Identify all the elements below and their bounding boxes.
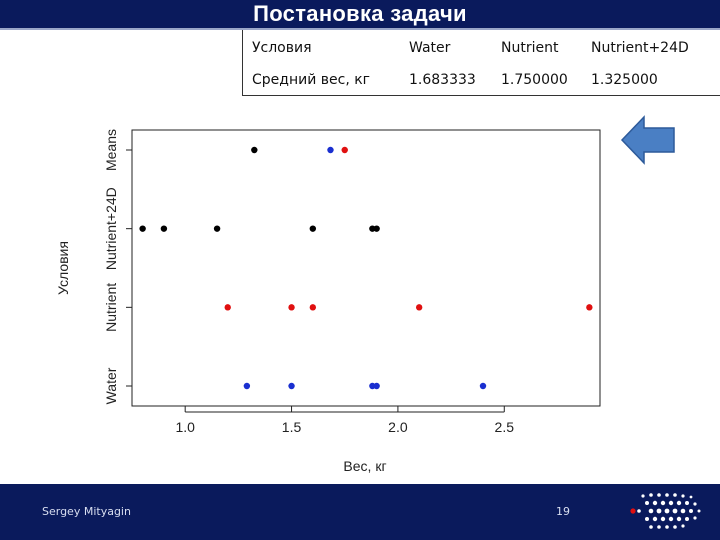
x-tick-label: 1.0 bbox=[175, 419, 195, 435]
data-point bbox=[160, 225, 168, 232]
data-point bbox=[415, 304, 423, 311]
table-row-label: Средний вес, кг bbox=[252, 72, 371, 88]
table-header-nutrient: Nutrient bbox=[501, 40, 559, 56]
stats-table: Условия Water Nutrient Nutrient+24D Сред… bbox=[242, 30, 720, 96]
x-axis-label: Вес, кг bbox=[343, 458, 386, 474]
data-points bbox=[139, 146, 593, 390]
y-tick-label: Water bbox=[103, 367, 119, 404]
x-tick-label: 2.5 bbox=[495, 419, 515, 435]
title-divider bbox=[0, 28, 720, 30]
table-header-conditions: Условия bbox=[252, 40, 312, 56]
scatter-chart: Water Nutrient Nutrient+24D Means 1.0 1.5 2.0… bbox=[55, 129, 601, 474]
data-point bbox=[373, 382, 380, 390]
footer-bar: Sergey Mityagin 19 bbox=[0, 484, 720, 540]
data-point bbox=[213, 225, 221, 232]
data-point bbox=[373, 225, 380, 232]
footer-author: Sergey Mityagin bbox=[42, 505, 131, 518]
table-cell-water: 1.683333 bbox=[409, 72, 476, 88]
data-point bbox=[341, 146, 348, 154]
plot-frame bbox=[131, 129, 601, 407]
x-tick-label: 1.5 bbox=[282, 419, 302, 435]
data-point bbox=[288, 304, 295, 311]
y-tick-label: Nutrient bbox=[103, 283, 119, 332]
data-point bbox=[224, 304, 231, 311]
data-point bbox=[309, 225, 317, 232]
y-axis-label: Условия bbox=[55, 241, 71, 295]
table-cell-nutrient-24d: 1.325000 bbox=[591, 72, 658, 88]
data-point bbox=[251, 146, 258, 154]
table-cell-nutrient: 1.750000 bbox=[501, 72, 568, 88]
data-point bbox=[479, 382, 487, 390]
title-band bbox=[0, 0, 720, 28]
y-tick-label: Means bbox=[103, 129, 119, 171]
logo-icon bbox=[630, 493, 701, 529]
left-arrow-icon[interactable] bbox=[620, 114, 676, 166]
data-point bbox=[327, 146, 334, 154]
y-tick-label: Nutrient+24D bbox=[103, 187, 119, 270]
table-header-nutrient-24d: Nutrient+24D bbox=[591, 40, 689, 56]
data-point bbox=[243, 382, 251, 390]
x-tick-label: 2.0 bbox=[388, 419, 408, 435]
data-point bbox=[586, 304, 593, 311]
slide-title: Постановка задачи bbox=[253, 1, 467, 26]
y-axis: Water Nutrient Nutrient+24D Means bbox=[103, 129, 132, 404]
data-point bbox=[288, 382, 295, 390]
title-bar: Постановка задачи bbox=[0, 0, 720, 30]
data-point bbox=[139, 225, 146, 232]
data-point bbox=[309, 304, 317, 311]
page-number: 19 bbox=[556, 505, 570, 518]
table-header-water: Water bbox=[409, 40, 451, 56]
x-axis: 1.0 1.5 2.0 2.5 bbox=[175, 406, 514, 435]
